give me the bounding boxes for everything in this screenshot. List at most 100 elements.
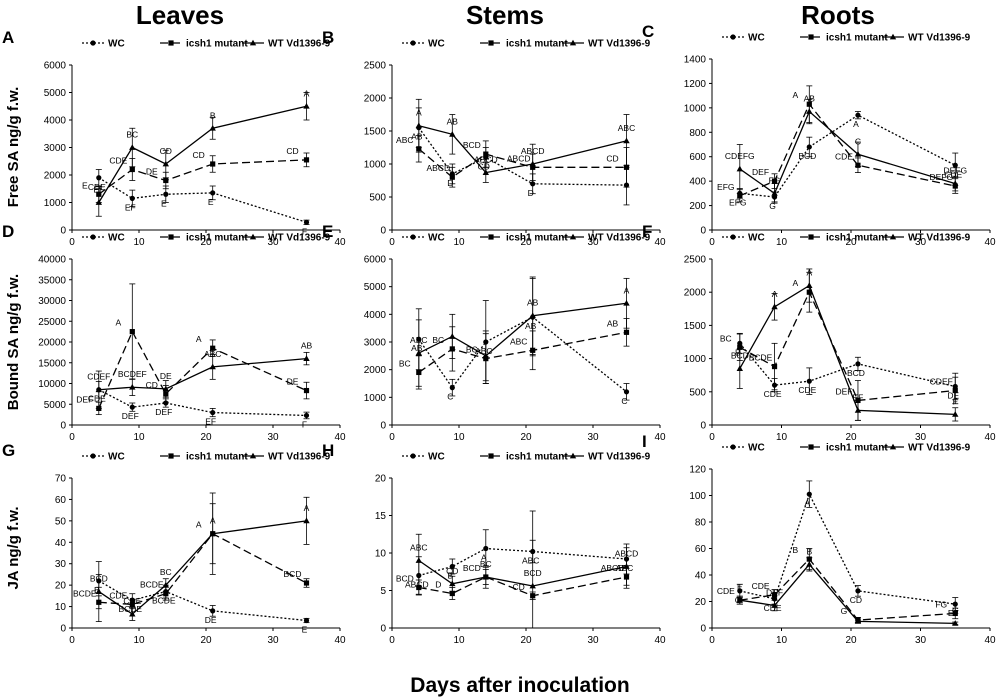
y-tick-label: 80: [695, 518, 707, 529]
significance-label: A: [772, 289, 778, 299]
x-tick-label: 40: [334, 237, 346, 248]
data-point: [737, 588, 743, 594]
significance-label: ABCD: [601, 563, 625, 573]
significance-label: BCD: [463, 563, 481, 573]
data-point: [855, 588, 861, 594]
significance-label: D: [435, 580, 441, 590]
y-tick-label: 1000: [364, 160, 387, 171]
y-tick-label: 1000: [364, 393, 387, 404]
x-tick-label: 30: [267, 432, 279, 443]
significance-label: BCD: [524, 568, 542, 578]
significance-label: E: [737, 582, 743, 592]
significance-label: CD: [160, 146, 172, 156]
significance-label: BCDE: [140, 580, 164, 590]
significance-label: BCD: [847, 368, 865, 378]
significance-label: B: [735, 347, 741, 357]
x-tick-label: 30: [915, 432, 927, 443]
legend-label: WT Vd1396-9: [908, 443, 971, 454]
y-tick-label: 20000: [38, 338, 66, 349]
x-tick-label: 30: [587, 237, 599, 248]
significance-label: F: [302, 419, 307, 429]
series-line: [418, 316, 627, 393]
legend-label: WT Vd1396-9: [908, 33, 971, 44]
data-point: [163, 191, 169, 197]
significance-label: CDEF: [87, 372, 110, 382]
significance-label: A: [196, 334, 202, 344]
significance-label: CD: [193, 150, 205, 160]
significance-label: BC: [160, 567, 172, 577]
data-point: [952, 620, 959, 626]
data-point: [162, 385, 169, 392]
data-point: [736, 165, 743, 172]
significance-label: CDEF: [930, 376, 953, 386]
significance-label: A: [481, 553, 487, 563]
significance-label: BC: [399, 358, 411, 368]
series-wc: EFG G BCD A CDE: [729, 111, 963, 211]
significance-label: DE: [205, 615, 217, 625]
y-tick-label: 40000: [38, 255, 66, 266]
legend-marker: [168, 234, 174, 240]
significance-label: BCD: [463, 140, 481, 150]
y-tick-label: 40: [695, 571, 707, 582]
legend-marker: [90, 234, 96, 240]
y-tick-label: 2000: [364, 365, 387, 376]
significance-label: A: [196, 520, 202, 530]
legend-marker: [410, 40, 416, 46]
data-point: [483, 545, 489, 552]
x-tick-label: 0: [709, 432, 715, 443]
y-tick-label: 600: [689, 152, 706, 163]
significance-label: FG: [769, 175, 781, 185]
significance-label: E: [302, 625, 308, 635]
legend-marker: [808, 444, 814, 450]
data-point: [163, 177, 169, 184]
significance-label: BCDE: [152, 596, 176, 606]
x-tick-label: 40: [334, 432, 346, 443]
data-point: [449, 385, 455, 391]
panel-letter-c: C: [642, 22, 654, 41]
significance-label: DEFG: [943, 166, 967, 176]
significance-label: CDE: [88, 182, 106, 192]
significance-label: D: [528, 188, 534, 198]
significance-label: AB: [804, 94, 816, 104]
data-point: [952, 411, 959, 417]
data-point: [129, 329, 135, 335]
data-point: [771, 178, 778, 184]
legend-label: WT Vd1396-9: [588, 233, 651, 244]
data-point: [482, 573, 489, 580]
x-tick-label: 20: [845, 237, 857, 248]
data-point: [771, 303, 778, 310]
panel-letter-f: F: [642, 222, 652, 241]
y-tick-label: 0: [60, 421, 66, 432]
data-point: [952, 601, 958, 607]
series-line: [98, 177, 307, 223]
legend-label: WC: [428, 452, 445, 463]
x-tick-label: 20: [520, 237, 532, 248]
legend-marker: [249, 452, 257, 459]
significance-label: CDE: [123, 596, 141, 606]
significance-label: ABC: [204, 349, 221, 359]
panel-h: H 0 5 10 15 20 0 10 20 30 40 WC icsh1 mutant WT Vd139…: [322, 441, 666, 646]
significance-label: DEF: [122, 411, 139, 421]
data-point: [209, 124, 216, 131]
data-point: [209, 530, 216, 537]
significance-label: CDEFG: [725, 151, 755, 161]
y-tick-label: 400: [689, 177, 706, 188]
significance-label: BCD: [90, 574, 108, 584]
row-label-ja: JA ng/g f.w.: [5, 506, 22, 589]
significance-label: CD: [850, 595, 862, 605]
significance-label: CDE: [944, 169, 962, 179]
significance-label: CD: [446, 566, 458, 576]
significance-label: AB: [447, 116, 459, 126]
legend-label: WT Vd1396-9: [268, 233, 331, 244]
data-point: [529, 160, 536, 167]
y-tick-label: 0: [60, 624, 66, 635]
legend-label: WT Vd1396-9: [588, 452, 651, 463]
data-point: [449, 131, 456, 137]
data-point: [95, 199, 102, 205]
significance-label: C: [621, 396, 627, 406]
x-tick-label: 20: [200, 432, 212, 443]
